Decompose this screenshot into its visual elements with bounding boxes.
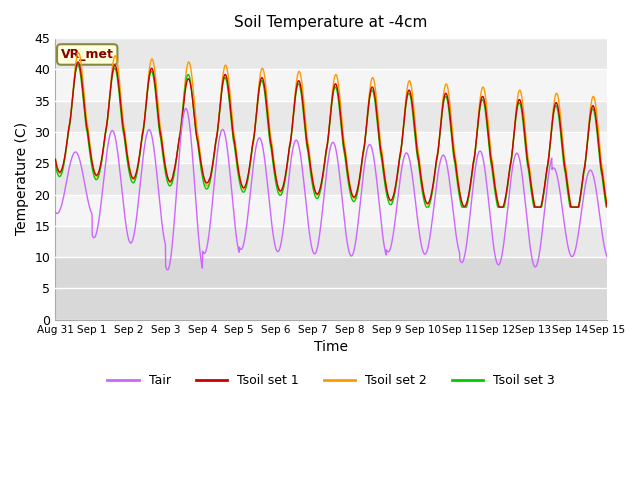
Bar bbox=[55, 257, 607, 288]
Bar bbox=[55, 194, 607, 226]
Y-axis label: Temperature (C): Temperature (C) bbox=[15, 122, 29, 236]
X-axis label: Time: Time bbox=[314, 340, 348, 354]
Bar bbox=[55, 38, 607, 70]
Legend: Tair, Tsoil set 1, Tsoil set 2, Tsoil set 3: Tair, Tsoil set 1, Tsoil set 2, Tsoil se… bbox=[102, 370, 560, 392]
Text: VR_met: VR_met bbox=[61, 48, 114, 61]
Bar bbox=[55, 226, 607, 257]
Bar bbox=[55, 288, 607, 320]
Bar bbox=[55, 70, 607, 101]
Bar bbox=[55, 101, 607, 132]
Title: Soil Temperature at -4cm: Soil Temperature at -4cm bbox=[234, 15, 428, 30]
Bar bbox=[55, 163, 607, 194]
Bar bbox=[55, 132, 607, 163]
